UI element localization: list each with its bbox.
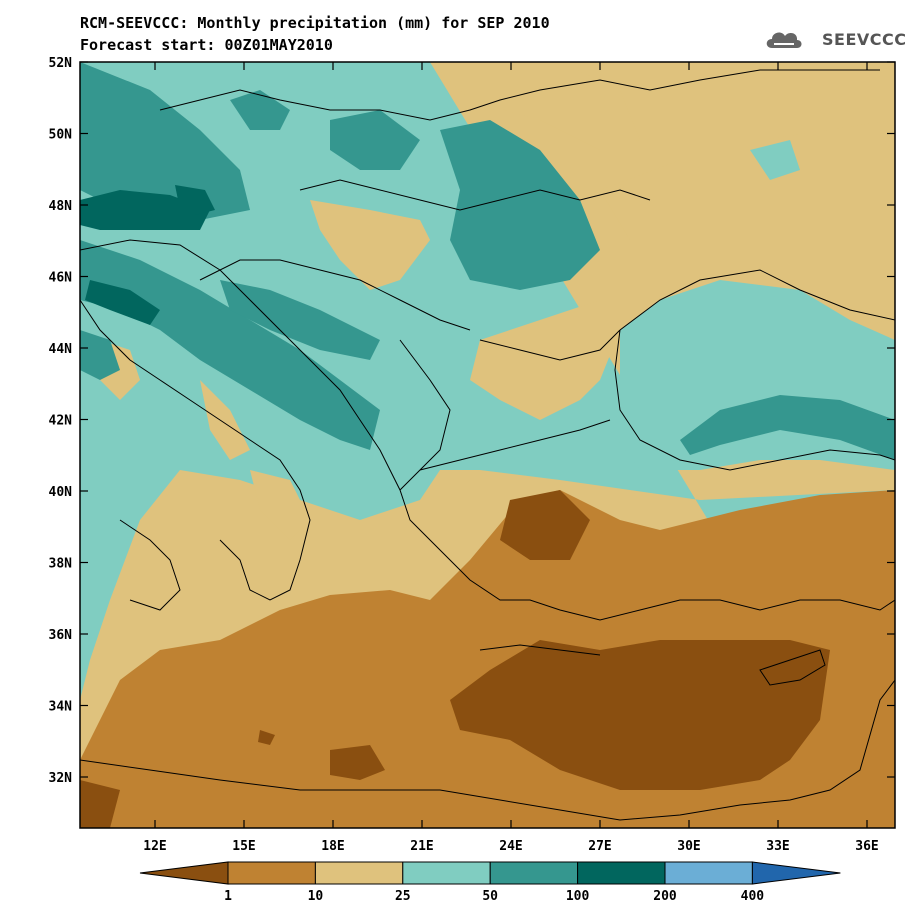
lat-label: 52N — [49, 56, 73, 71]
lat-label: 36N — [49, 628, 73, 643]
lat-label: 34N — [49, 700, 73, 715]
longitude-axis: 12E 15E 18E 21E 24E 27E 30E 33E 36E — [143, 62, 879, 854]
lon-label: 27E — [588, 839, 611, 854]
legend-threshold-label: 10 — [308, 889, 324, 904]
legend-threshold-label: 1 — [224, 889, 232, 904]
legend-threshold-label: 25 — [395, 889, 411, 904]
legend-swatch — [314, 861, 404, 885]
coastlines — [80, 69, 895, 821]
lon-label: 15E — [232, 839, 255, 854]
legend-swatch — [664, 861, 753, 885]
lat-label: 44N — [49, 342, 73, 357]
legend-low-arrow — [139, 861, 229, 885]
lon-label: 21E — [410, 839, 433, 854]
lat-label: 40N — [49, 485, 73, 500]
legend-swatch — [227, 861, 316, 885]
legend-threshold-label: 200 — [653, 889, 677, 904]
legend-high-arrow — [751, 861, 841, 885]
lon-label: 18E — [321, 839, 344, 854]
precipitation-legend: 1 10 25 50 100 200 400 — [139, 861, 841, 904]
lat-label: 50N — [49, 128, 73, 143]
cloud-logo-icon — [766, 32, 802, 48]
logo-text: SEEVCCC — [822, 30, 907, 49]
lon-label: 12E — [143, 839, 166, 854]
map-field — [80, 62, 895, 828]
map-title: RCM-SEEVCCC: Monthly precipitation (mm) … — [80, 14, 550, 32]
lon-label: 24E — [499, 839, 522, 854]
legend-threshold-label: 100 — [566, 889, 590, 904]
legend-swatch — [489, 861, 579, 885]
lon-label: 30E — [677, 839, 700, 854]
forecast-start-label: Forecast start: 00Z01MAY2010 — [80, 36, 333, 54]
lat-label: 32N — [49, 771, 73, 786]
legend-threshold-label: 50 — [482, 889, 498, 904]
lon-label: 36E — [855, 839, 878, 854]
lon-label: 33E — [766, 839, 789, 854]
legend-swatch — [402, 861, 491, 885]
latitude-axis: 52N 50N 48N 46N 44N 42N 40N 38N 36N 34N 32N — [49, 56, 895, 786]
map-frame — [79, 61, 896, 829]
lat-label: 46N — [49, 271, 73, 286]
legend-swatch — [577, 861, 666, 885]
lat-label: 48N — [49, 199, 73, 214]
lat-label: 42N — [49, 414, 73, 429]
lat-label: 38N — [49, 557, 73, 572]
legend-threshold-label: 400 — [741, 889, 765, 904]
